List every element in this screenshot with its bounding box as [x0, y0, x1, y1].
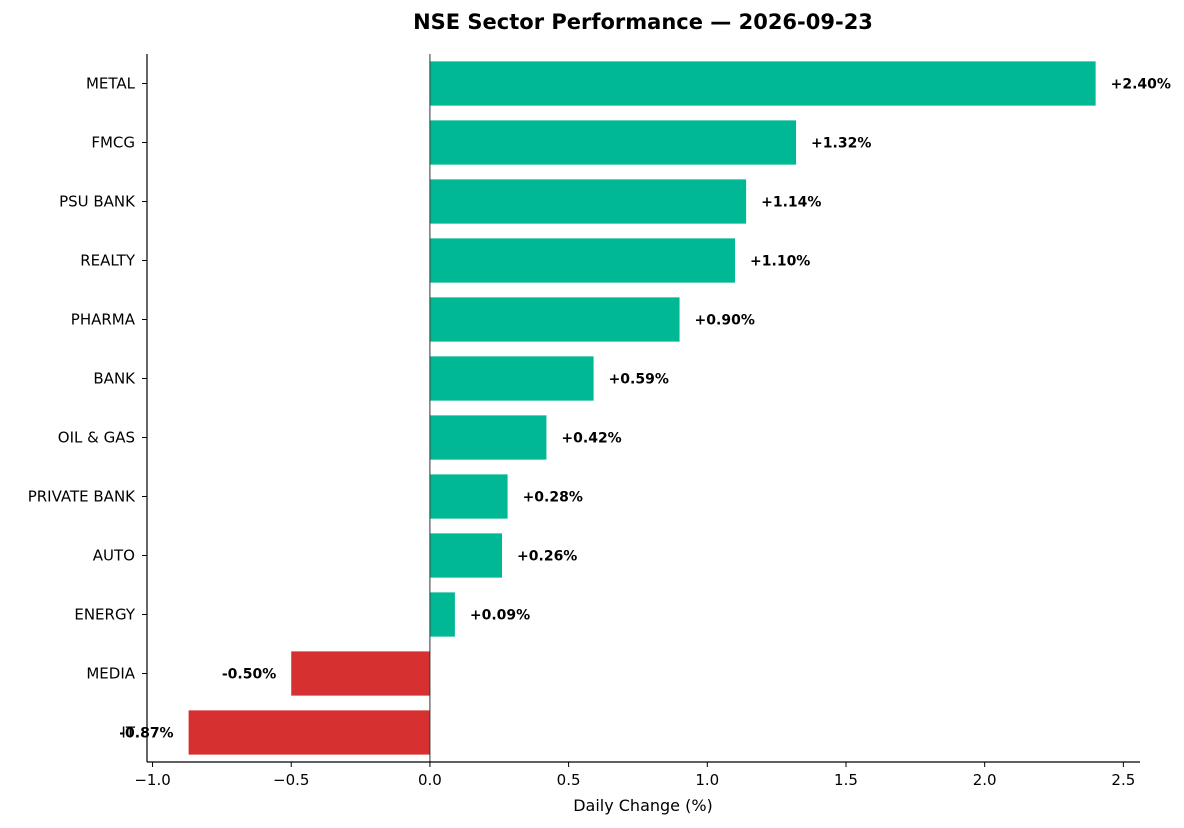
- bar-oil-gas: [429, 415, 547, 460]
- y-tick-label: PRIVATE BANK: [28, 488, 136, 506]
- bar-fmcg: [429, 120, 797, 165]
- bar-value-label: +0.09%: [470, 608, 530, 624]
- y-tick-label: BANK: [93, 370, 136, 388]
- bar-auto: [429, 533, 503, 578]
- y-tick-label: REALTY: [80, 252, 136, 270]
- bar-pharma: [429, 297, 680, 342]
- data-labels-group: +2.40% +1.32% +1.14% +1.10% +0.90% +0.59% +0.4…: [119, 77, 1171, 742]
- bar-value-label: +0.90%: [695, 313, 755, 329]
- bar-value-label: +1.10%: [750, 254, 810, 270]
- y-tick-label: AUTO: [93, 547, 135, 565]
- y-tick-label: ENERGY: [74, 606, 135, 624]
- bar-psu-bank: [429, 179, 747, 224]
- y-tick-label: IT: [121, 724, 135, 742]
- x-tick-label: 1.5: [834, 771, 858, 789]
- x-tick-label: 0.5: [557, 771, 581, 789]
- bar-value-label: +1.32%: [811, 136, 871, 152]
- bar-value-label: +0.59%: [609, 372, 669, 388]
- y-tick-label: METAL: [86, 75, 136, 93]
- bar-it: [188, 710, 430, 755]
- x-tick-label: 2.5: [1111, 771, 1135, 789]
- bar-metal: [429, 61, 1096, 106]
- bar-value-label: +0.26%: [517, 549, 577, 565]
- y-tick-label: FMCG: [91, 134, 135, 152]
- bar-value-label: +0.28%: [523, 490, 583, 506]
- bar-private-bank: [429, 474, 508, 519]
- x-tick-label: −1.0: [134, 771, 170, 789]
- x-tick-label: 2.0: [973, 771, 997, 789]
- bar-value-label: +2.40%: [1111, 77, 1171, 93]
- x-tick-label: 0.0: [418, 771, 442, 789]
- bar-realty: [429, 238, 736, 283]
- x-tick-label: −0.5: [273, 771, 309, 789]
- y-axis-ticks: METAL FMCG PSU BANK REALTY PHARMA BANK OIL & G…: [28, 75, 147, 742]
- bar-value-label: +0.42%: [561, 431, 621, 447]
- bar-energy: [429, 592, 455, 637]
- bar-media: [291, 651, 430, 696]
- bar-value-label: -0.50%: [222, 667, 276, 683]
- x-axis-ticks: −1.0 −0.5 0.0 0.5 1.0 1.5 2.0 2.5: [134, 762, 1135, 789]
- chart-title: NSE Sector Performance — 2026-09-23: [413, 10, 873, 34]
- y-tick-label: OIL & GAS: [58, 429, 135, 447]
- bar-value-label: +1.14%: [761, 195, 821, 211]
- x-axis-label: Daily Change (%): [573, 796, 713, 815]
- y-tick-label: PHARMA: [71, 311, 136, 329]
- x-tick-label: 1.0: [695, 771, 719, 789]
- y-tick-label: PSU BANK: [59, 193, 136, 211]
- bar-bank: [429, 356, 594, 401]
- y-tick-label: MEDIA: [86, 665, 135, 683]
- bars-group: [188, 61, 1096, 755]
